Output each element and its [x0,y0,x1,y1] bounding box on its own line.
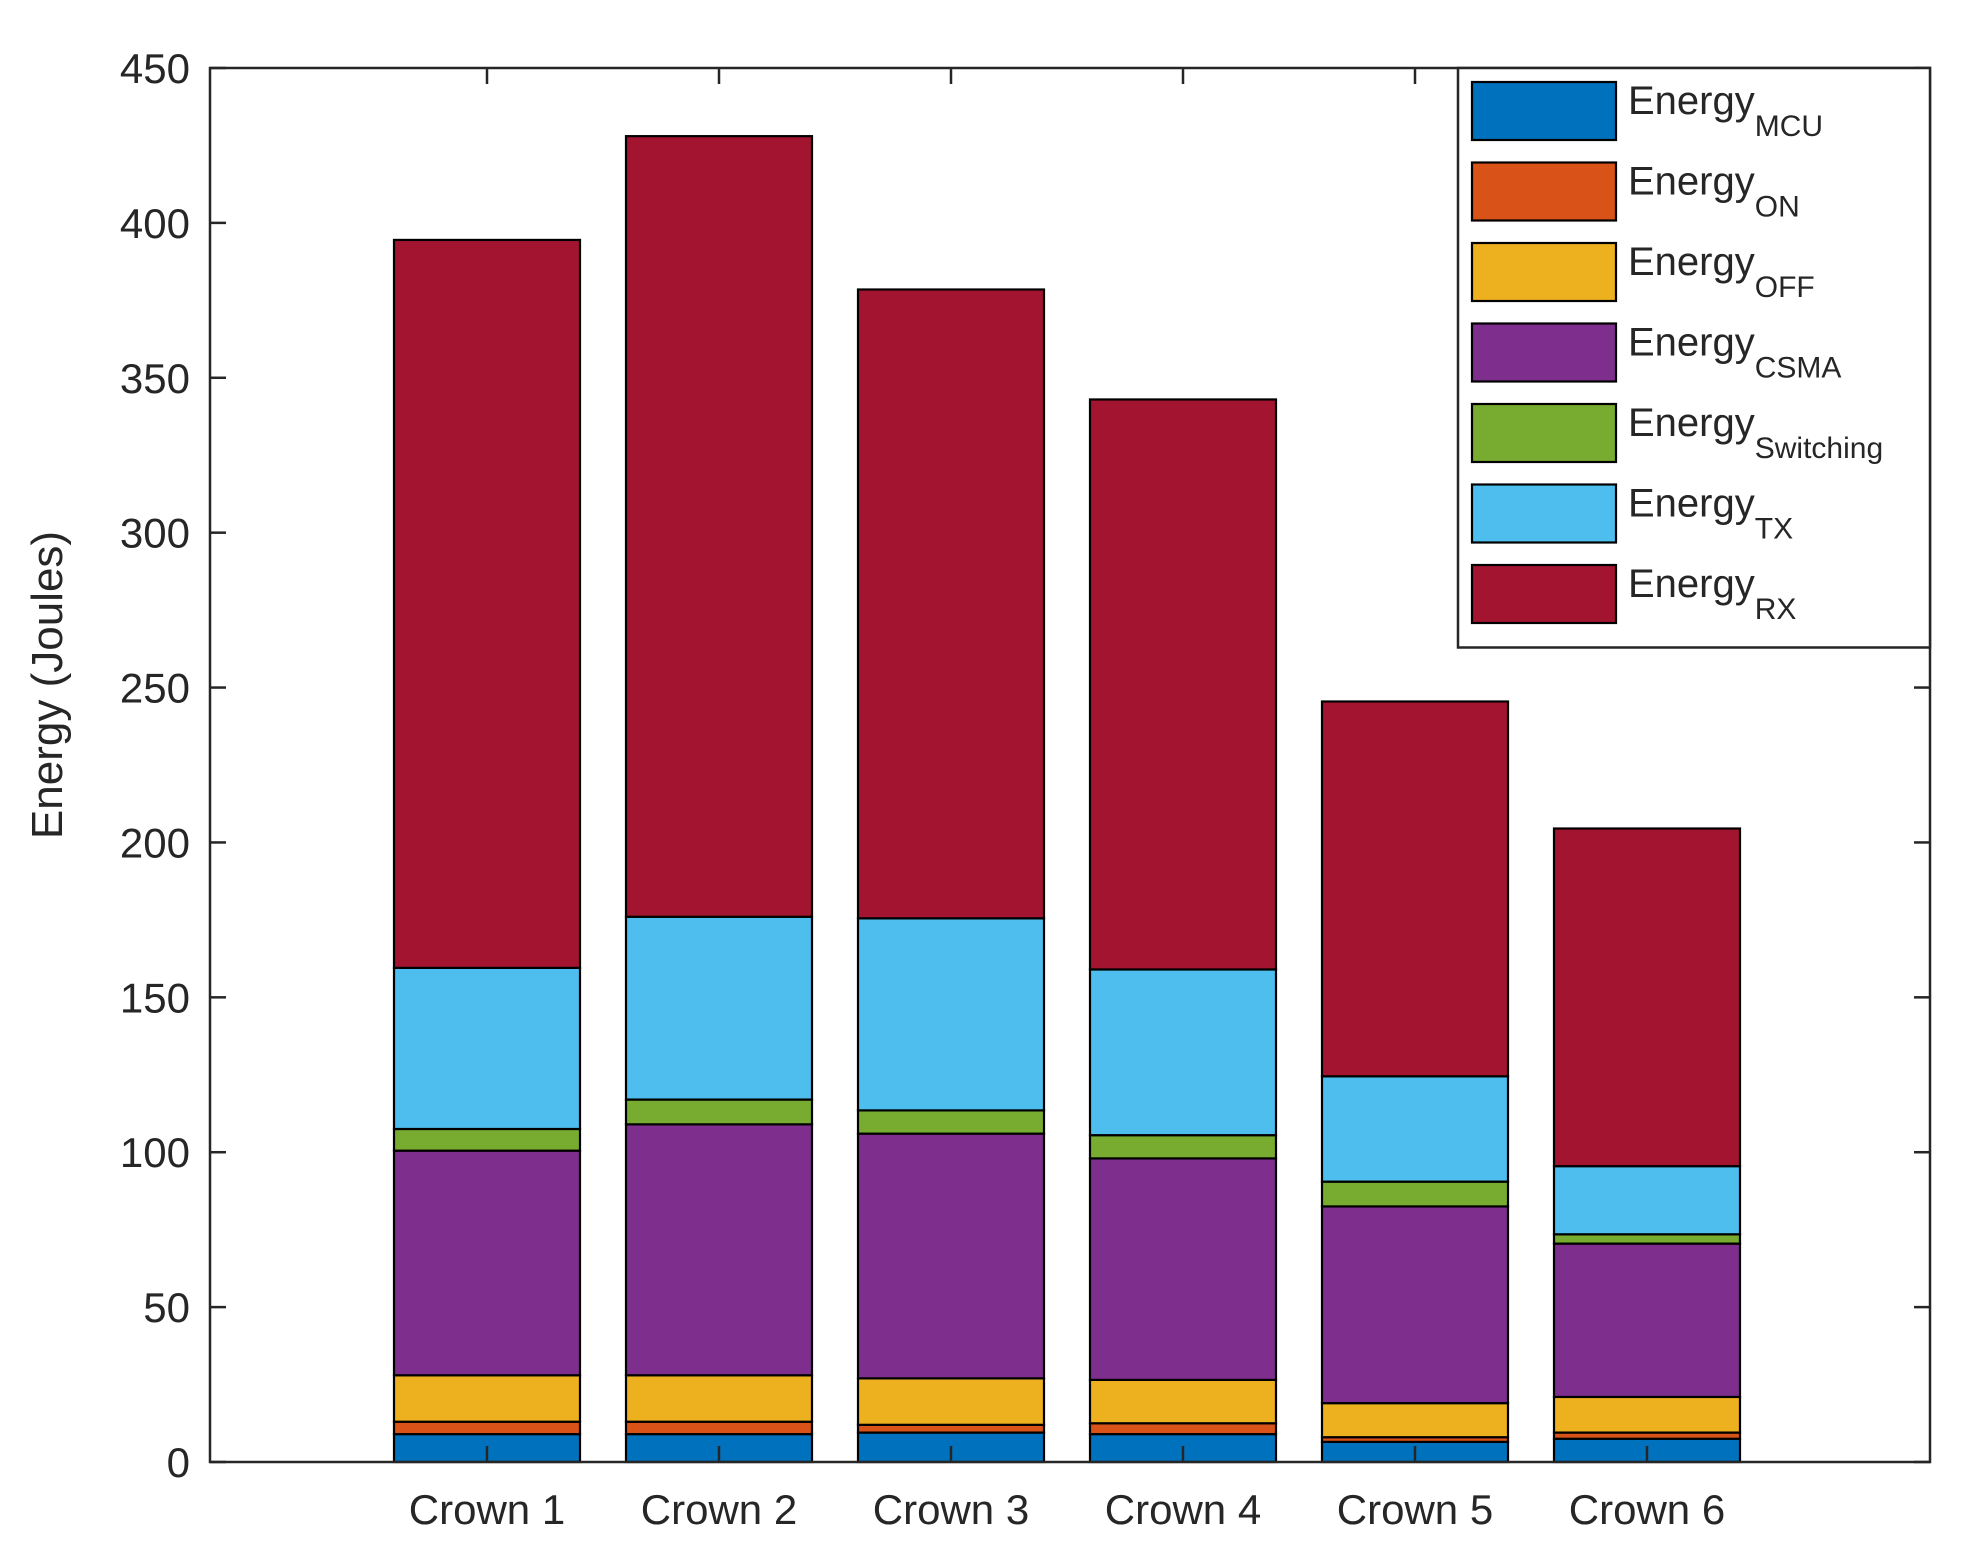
axes-box [208,66,1932,1464]
bar-segment-off-5 [1320,1402,1510,1439]
bar-segment-rx-5 [1320,700,1510,1078]
bar-segment-rx-1 [392,238,582,970]
bar-segment-tx-6 [1552,1165,1742,1236]
bar-segment-rx-6 [1552,827,1742,1168]
bar-segment-tx-3 [856,917,1046,1112]
bar-segment-on-1 [392,1420,582,1436]
bar-segment-tx-5 [1320,1075,1510,1183]
legend: EnergyMCU EnergyON EnergyOFF EnergyCSMA Ener… [1456,66,1932,649]
bar-segment-off-1 [392,1374,582,1423]
bar-segment-tx-2 [624,915,814,1101]
bar-segment-off-2 [624,1374,814,1423]
y-axis-title: Energy (Joules) [23,531,72,839]
bar-segment-csma-4 [1088,1157,1278,1382]
y-tick-label: 400 [120,200,190,247]
bar-segment-csma-6 [1552,1242,1742,1399]
legend-swatch-switching [1470,402,1618,464]
legend-swatch-rx [1470,563,1618,625]
bar-segment-csma-3 [856,1132,1046,1380]
legend-label-on: EnergyON [1628,160,1800,224]
bar-segment-tx-4 [1088,968,1278,1137]
y-tick-label: 350 [120,355,190,402]
bar-segment-rx-4 [1088,398,1278,971]
legend-label-mcu: EnergyMCU [1628,79,1823,143]
legend-label-tx: EnergyTX [1628,482,1793,546]
bar-segment-csma-5 [1320,1205,1510,1405]
legend-swatch-on [1470,161,1618,222]
bar-segment-csma-1 [392,1149,582,1377]
legend-label-rx: EnergyRX [1628,562,1796,626]
y-tick-label: 0 [167,1439,190,1486]
y-tick-label: 100 [120,1129,190,1176]
legend-swatch-tx [1470,483,1618,544]
bar-segment-off-6 [1552,1395,1742,1434]
legend-label-switching: EnergySwitching [1628,401,1883,465]
legend-label-csma: EnergyCSMA [1628,321,1841,385]
y-tick-label: 150 [120,974,190,1021]
x-tick-label: Crown 2 [641,1486,797,1533]
bar-segment-switching-5 [1320,1180,1510,1208]
bar-segment-switching-1 [392,1127,582,1152]
y-tick-label: 200 [120,819,190,866]
bar-segment-switching-6 [1552,1233,1742,1245]
bar-segment-switching-3 [856,1109,1046,1135]
bars-group [392,135,1742,1464]
bar-segment-rx-3 [856,288,1046,920]
bar-segment-off-4 [1088,1378,1278,1425]
x-tick-label: Crown 6 [1569,1486,1725,1533]
bar-segment-off-3 [856,1377,1046,1426]
bar-segment-rx-2 [624,135,814,918]
bar-segment-on-2 [624,1420,814,1436]
bar-segment-switching-2 [624,1098,814,1126]
y-tick-label: 250 [120,665,190,712]
legend-swatch-mcu [1470,80,1618,142]
y-tick-label: 300 [120,510,190,557]
legend-label-off: EnergyOFF [1628,240,1815,304]
bar-segment-on-3 [856,1423,1046,1434]
y-tick-label: 450 [120,45,190,92]
legend-swatch-off [1470,241,1618,303]
x-tick-label: Crown 1 [409,1486,565,1533]
x-tick-label: Crown 3 [873,1486,1029,1533]
bar-segment-switching-4 [1088,1134,1278,1160]
bar-segment-csma-2 [624,1123,814,1377]
bar-segment-tx-1 [392,966,582,1131]
x-tick-label: Crown 4 [1105,1486,1261,1533]
legend-swatch-csma [1470,322,1618,383]
y-tick-label: 50 [143,1284,190,1331]
x-tick-label: Crown 5 [1337,1486,1493,1533]
bar-segment-on-4 [1088,1422,1278,1436]
ticks-group: Crown 1 Crown 2 Crown 3 Crown 4 Crown 5 Crown… [120,45,1930,1533]
